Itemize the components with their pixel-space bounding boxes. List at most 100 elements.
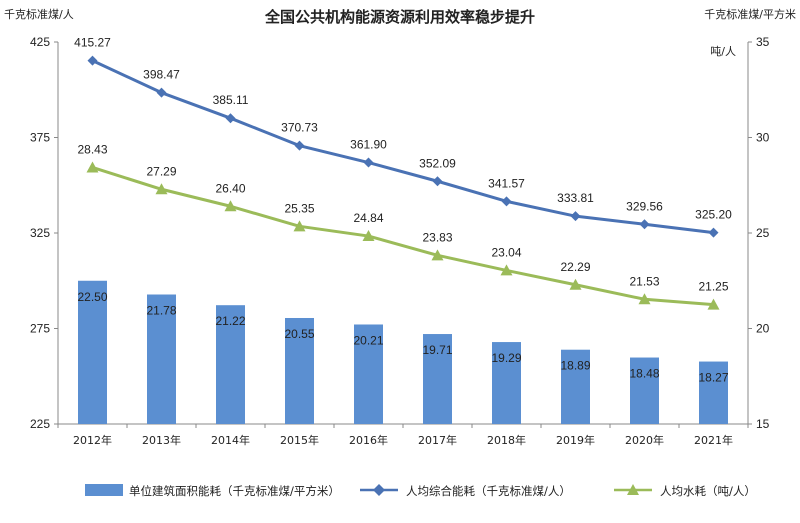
bar: [354, 324, 383, 424]
x-tick-label: 2013年: [142, 433, 181, 447]
energy-value-label: 333.81: [557, 191, 594, 205]
energy-value-label: 352.09: [419, 156, 456, 170]
bar-value-label: 21.78: [146, 304, 176, 318]
water-point: [293, 220, 306, 232]
energy-value-label: 415.27: [74, 36, 111, 50]
water-point: [569, 278, 582, 290]
energy-value-label: 325.20: [695, 208, 732, 222]
energy-point: [156, 87, 167, 98]
legend-label-water: 人均水耗（吨/人）: [660, 484, 756, 498]
legend-item-energy[interactable]: 人均综合能耗（千克标准煤/人）: [360, 484, 571, 498]
bar: [216, 305, 245, 424]
bar: [561, 349, 590, 424]
legend: 单位建筑面积能耗（千克标准煤/平方米） 人均综合能耗（千克标准煤/人） 人均水耗…: [85, 484, 756, 498]
left-tick-label: 375: [30, 131, 50, 145]
right-axis-ticks: 35 30 25 20 15: [748, 35, 770, 431]
bar-value-label: 19.71: [422, 343, 452, 357]
water-point: [707, 298, 720, 310]
water-value-label: 28.43: [77, 142, 107, 156]
bar-value-label: 20.55: [284, 327, 314, 341]
bar: [423, 334, 452, 424]
right-tick-label: 20: [756, 322, 770, 336]
energy-point: [87, 55, 98, 66]
energy-value-label: 341.57: [488, 176, 525, 190]
legend-triangle-marker: [627, 484, 639, 495]
left-axis-ticks: 425 375 325 275 225: [30, 35, 58, 431]
energy-point: [708, 227, 719, 238]
energy-value-label: 385.11: [213, 93, 249, 107]
bar: [285, 317, 314, 424]
bar-series: 22.50 21.78 21.22 20.55 20.21 19.71 19.29 18.89…: [77, 280, 729, 424]
legend-label-energy: 人均综合能耗（千克标准煤/人）: [406, 484, 571, 498]
x-tick-label: 2017年: [418, 433, 457, 447]
chart-title: 全国公共机构能源资源利用效率稳步提升: [264, 8, 535, 26]
water-point: [431, 249, 444, 261]
energy-point: [432, 176, 443, 187]
x-tick-label: 2015年: [280, 433, 319, 447]
energy-value-label: 361.90: [350, 138, 387, 152]
energy-point: [501, 196, 512, 207]
legend-item-water[interactable]: 人均水耗（吨/人）: [614, 484, 756, 498]
bar-value-label: 22.50: [77, 290, 107, 304]
x-tick-label: 2016年: [349, 433, 388, 447]
water-point: [86, 161, 99, 173]
water-value-label: 21.25: [698, 280, 728, 294]
x-tick-label: 2020年: [625, 433, 664, 447]
water-value-label: 25.35: [284, 201, 314, 215]
bar-value-label: 18.89: [560, 359, 590, 373]
x-tick-label: 2014年: [211, 433, 250, 447]
water-point: [362, 230, 375, 242]
bar-value-label: 19.29: [491, 351, 521, 365]
legend-swatch-bars: [85, 484, 123, 496]
x-tick-label: 2012年: [73, 433, 112, 447]
water-line: [92, 166, 714, 307]
bar: [78, 280, 107, 424]
energy-point: [570, 211, 581, 222]
left-tick-label: 225: [30, 417, 50, 431]
right-tick-label: 30: [756, 131, 770, 145]
x-tick-label: 2018年: [487, 433, 526, 447]
bar-value-label: 18.27: [698, 371, 728, 385]
left-tick-label: 275: [30, 322, 50, 336]
x-tick-label: 2019年: [556, 433, 595, 447]
bar: [699, 361, 728, 424]
left-tick-label: 325: [30, 226, 50, 240]
energy-point: [294, 140, 305, 151]
right-tick-label: 15: [756, 417, 770, 431]
water-point: [500, 264, 513, 276]
water-value-label: 26.40: [215, 181, 245, 195]
energy-point: [225, 113, 236, 124]
energy-value-label: 398.47: [143, 68, 180, 82]
x-tick-label: 2021年: [694, 433, 733, 447]
x-axis-ticks: 2012年 2013年 2014年 2015年 2016年 2017年 2018年 2019年…: [57, 424, 749, 447]
legend-label-bars: 单位建筑面积能耗（千克标准煤/平方米）: [129, 484, 340, 498]
water-point: [638, 293, 651, 305]
right-tick-label: 25: [756, 226, 770, 240]
right-axis-subunit: 吨/人: [710, 45, 736, 58]
legend-diamond-marker: [373, 484, 385, 496]
water-value-label: 24.84: [353, 211, 383, 225]
bar-value-label: 20.21: [353, 333, 383, 347]
energy-line: [91, 59, 714, 235]
line-series: 415.27 398.47 385.11 370.73 361.90 352.09 341.…: [74, 36, 732, 310]
legend-item-bars[interactable]: 单位建筑面积能耗（千克标准煤/平方米）: [85, 484, 340, 498]
energy-point: [639, 219, 650, 230]
bar: [630, 357, 659, 424]
energy-value-label: 370.73: [281, 121, 318, 135]
right-tick-label: 35: [756, 35, 770, 49]
bar-value-label: 21.22: [215, 314, 245, 328]
water-point: [224, 200, 237, 212]
energy-point: [363, 157, 374, 168]
water-value-label: 23.83: [422, 230, 452, 244]
water-point: [155, 183, 168, 195]
bar: [492, 342, 521, 424]
energy-value-label: 329.56: [626, 199, 663, 213]
water-value-label: 22.29: [560, 260, 590, 274]
left-axis-unit: 千克标准煤/人: [4, 7, 74, 21]
bar-value-label: 18.48: [629, 367, 659, 381]
right-axis-unit: 千克标准煤/平方米: [704, 7, 796, 21]
bar: [147, 294, 176, 424]
water-value-label: 27.29: [146, 164, 176, 178]
left-tick-label: 425: [30, 35, 50, 49]
